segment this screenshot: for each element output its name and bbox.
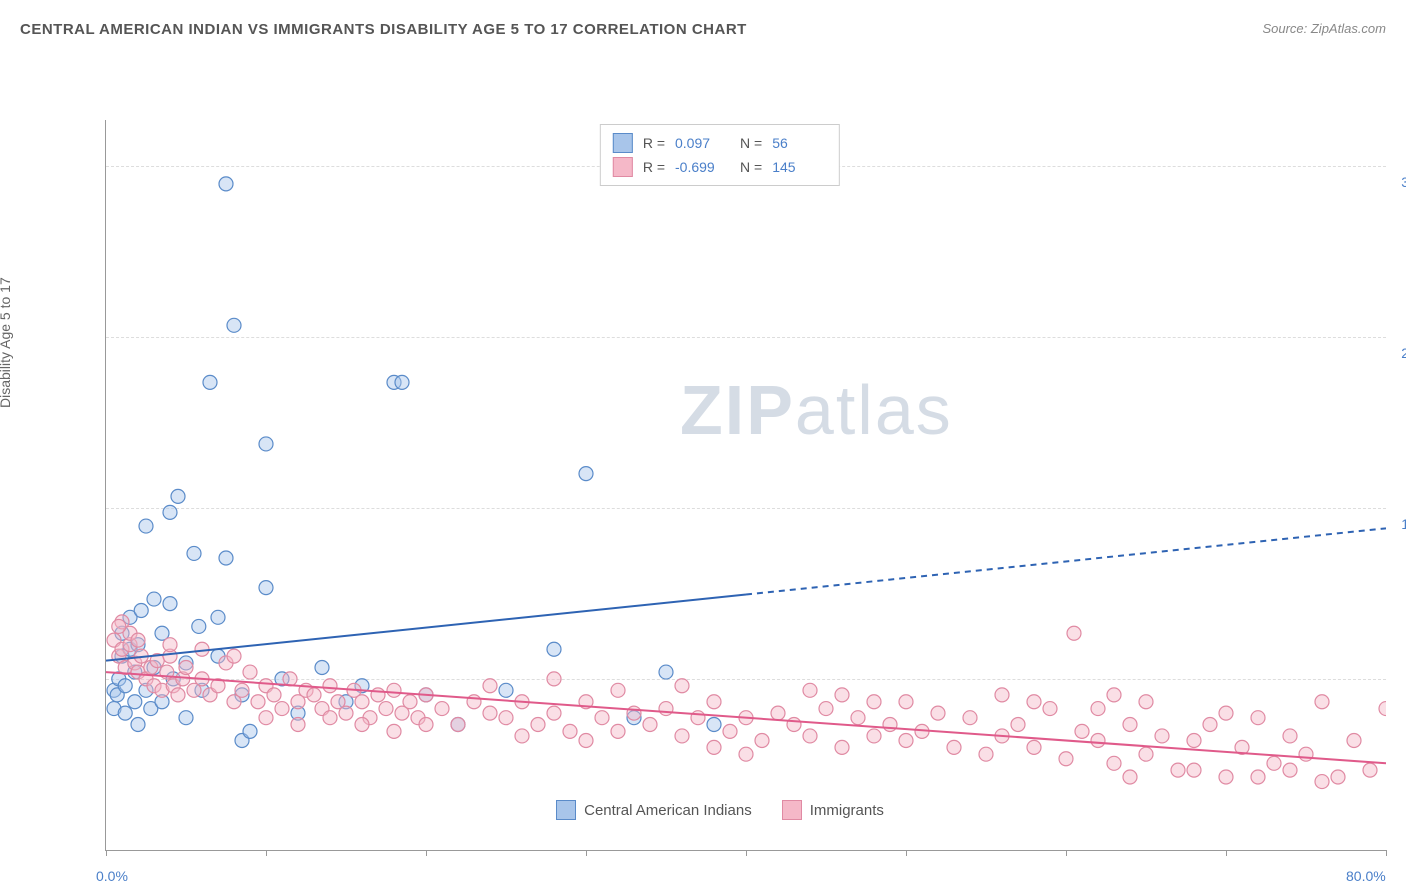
- x-tick: [586, 850, 587, 856]
- trend-line-series-0: [106, 595, 746, 661]
- x-tick: [1226, 850, 1227, 856]
- trend-line-series-1: [106, 672, 1386, 763]
- legend-n-0: 56: [772, 135, 827, 151]
- y-tick-label: 30.0%: [1401, 174, 1406, 190]
- source-attribution: Source: ZipAtlas.com: [1262, 20, 1386, 38]
- legend-r-0: 0.097: [675, 135, 730, 151]
- x-tick: [1066, 850, 1067, 856]
- x-tick-label: 80.0%: [1346, 868, 1386, 884]
- legend-correlation: R = 0.097 N = 56 R = -0.699 N = 145: [600, 124, 840, 186]
- x-tick: [1386, 850, 1387, 856]
- y-tick-label: 15.0%: [1401, 516, 1406, 532]
- chart-container: 7.5%15.0%22.5%30.0%0.0%80.0% R = 0.097 N…: [50, 60, 1390, 820]
- legend-n-1: 145: [772, 159, 827, 175]
- x-tick: [266, 850, 267, 856]
- x-tick: [906, 850, 907, 856]
- legend-row-series-0: R = 0.097 N = 56: [613, 131, 827, 155]
- legend-swatch-0: [613, 133, 633, 153]
- y-tick-label: 22.5%: [1401, 345, 1406, 361]
- source-label: Source:: [1262, 21, 1310, 36]
- x-tick: [746, 850, 747, 856]
- y-axis-label: Disability Age 5 to 17: [0, 277, 13, 408]
- legend-swatch-1: [613, 157, 633, 177]
- trend-lines: [106, 120, 1386, 850]
- x-tick-label: 0.0%: [96, 868, 128, 884]
- trend-line-dashed-series-0: [746, 528, 1386, 594]
- plot-area: 7.5%15.0%22.5%30.0%0.0%80.0%: [105, 120, 1386, 851]
- legend-row-series-1: R = -0.699 N = 145: [613, 155, 827, 179]
- chart-title: CENTRAL AMERICAN INDIAN VS IMMIGRANTS DI…: [20, 21, 747, 38]
- x-tick: [426, 850, 427, 856]
- x-tick: [106, 850, 107, 856]
- legend-r-1: -0.699: [675, 159, 730, 175]
- source-value: ZipAtlas.com: [1311, 21, 1386, 36]
